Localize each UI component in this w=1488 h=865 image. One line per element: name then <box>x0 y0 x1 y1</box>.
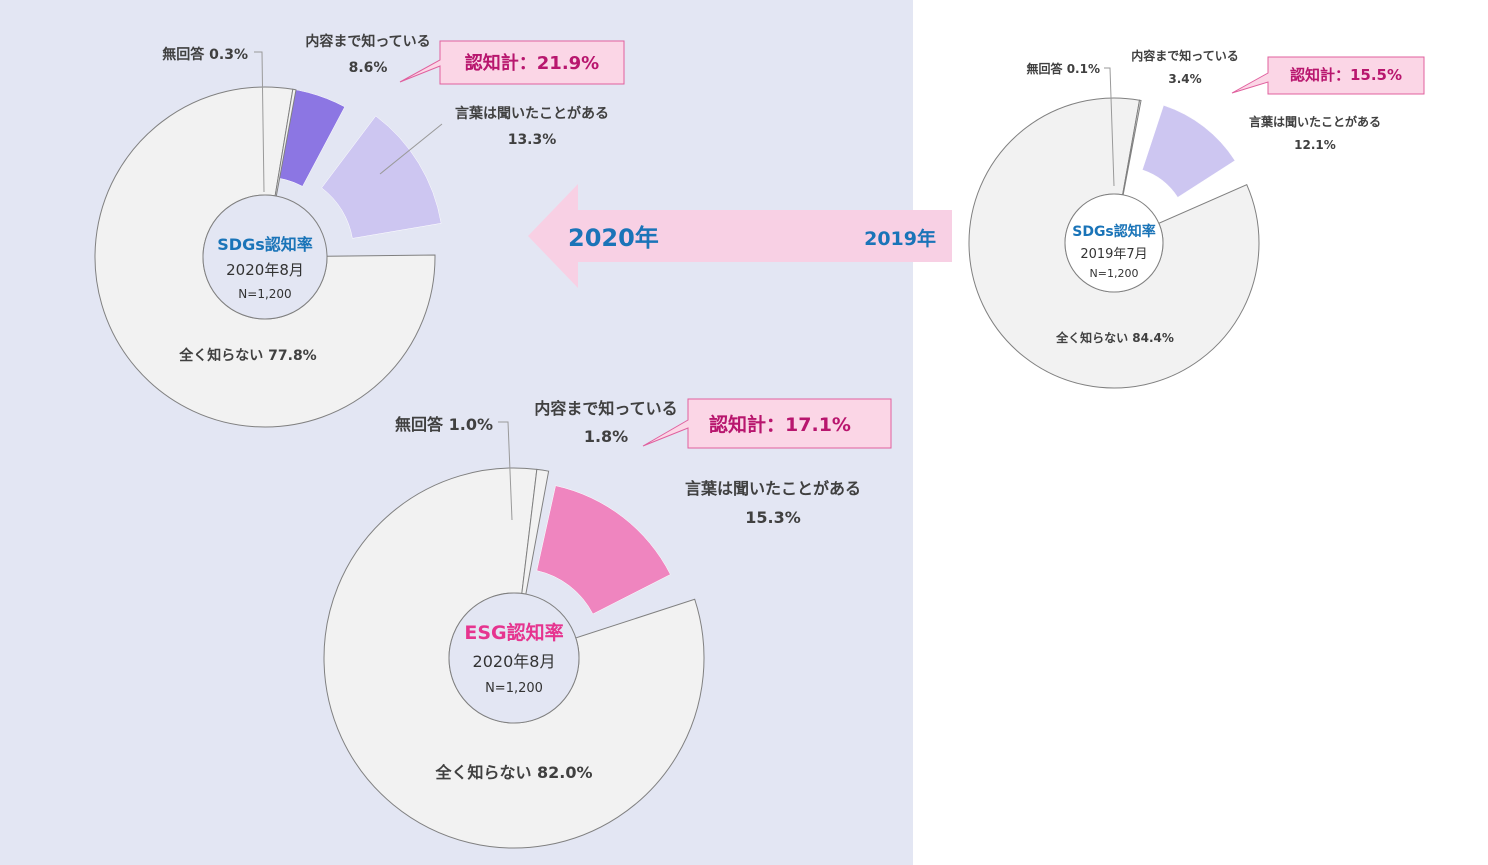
chart-esg-2020: 無回答 1.0% 内容まで知っている 1.8% 言葉は聞いたことがある 15.3… <box>323 398 892 849</box>
label-heard: 言葉は聞いたことがある <box>1249 114 1381 129</box>
value-heard: 12.1% <box>1294 138 1336 152</box>
center-title: SDGs認知率 <box>1072 223 1156 240</box>
slice-heard <box>1142 104 1236 198</box>
center-title: ESG認知率 <box>464 621 563 644</box>
label-no-answer: 無回答 0.1% <box>1027 61 1100 76</box>
value-heard: 15.3% <box>745 508 801 527</box>
slice-heard <box>536 485 671 615</box>
callout-box <box>399 40 625 85</box>
label-known: 内容まで知っている <box>1131 48 1238 63</box>
center-n: N=1,200 <box>238 287 291 301</box>
callout-box <box>1231 56 1425 95</box>
callout-text: 認知計：15.5% <box>1290 66 1402 84</box>
leader-no-answer <box>254 51 265 193</box>
center-date: 2019年7月 <box>1080 247 1147 262</box>
label-heard: 言葉は聞いたことがある <box>685 479 861 498</box>
label-unknown: 全く知らない 84.4% <box>1055 330 1174 345</box>
value-known: 3.4% <box>1168 72 1201 86</box>
slice-heard <box>321 115 442 239</box>
chart-sdgs-2019: 無回答 0.1% 内容まで知っている 3.4% 言葉は聞いたことがある 12.1… <box>968 48 1425 389</box>
value-known: 1.8% <box>584 427 628 446</box>
callout-total: 認知計：15.5% <box>1231 56 1425 95</box>
label-no-answer: 無回答 0.3% <box>162 46 248 63</box>
value-known: 8.6% <box>349 60 388 76</box>
label-unknown: 全く知らない 77.8% <box>178 347 316 364</box>
callout-text: 認知計：21.9% <box>465 52 599 74</box>
callout-text: 認知計：17.1% <box>709 413 851 436</box>
value-heard: 13.3% <box>508 132 557 148</box>
center-n: N=1,200 <box>485 681 543 696</box>
label-known: 内容まで知っている <box>305 33 430 50</box>
chart-sdgs-2020: 無回答 0.3% 内容まで知っている 8.6% 言葉は聞いたことがある 13.3… <box>94 33 625 428</box>
leader-heard <box>379 123 443 175</box>
arrow-label-2020: 2020年 <box>568 224 659 252</box>
center-title: SDGs認知率 <box>217 235 312 254</box>
label-unknown: 全く知らない 82.0% <box>434 763 592 782</box>
arrow-label-2019: 2019年 <box>864 227 936 250</box>
callout-total: 認知計：17.1% <box>642 398 892 449</box>
center-date: 2020年8月 <box>226 261 304 279</box>
comparison-arrow: 2020年 2019年 <box>528 184 952 288</box>
leader-no-answer <box>1104 67 1115 187</box>
center-date: 2020年8月 <box>473 652 556 671</box>
center-hole <box>1064 193 1164 293</box>
center-hole <box>448 592 580 724</box>
leader-no-answer <box>498 421 513 521</box>
label-heard: 言葉は聞いたことがある <box>455 105 609 122</box>
label-no-answer: 無回答 1.0% <box>395 415 493 434</box>
center-n: N=1,200 <box>1090 267 1139 280</box>
arrow-shape <box>528 184 952 288</box>
label-known: 内容まで知っている <box>534 399 677 418</box>
callout-box <box>642 398 892 449</box>
callout-total: 認知計：21.9% <box>399 40 625 85</box>
center-hole <box>202 194 328 320</box>
